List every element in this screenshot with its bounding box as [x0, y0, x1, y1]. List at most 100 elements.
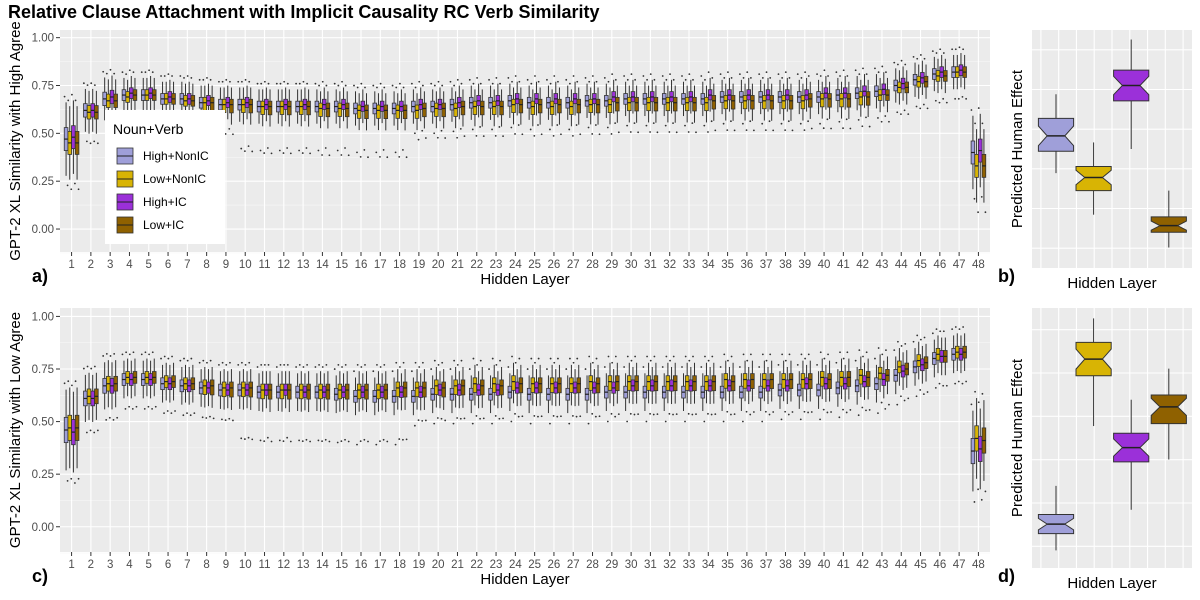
outlier-point — [642, 366, 645, 368]
x-tick-label: 23 — [490, 259, 503, 271]
outlier-point — [225, 363, 228, 366]
outlier-point — [958, 328, 961, 331]
outlier-point — [337, 363, 340, 366]
x-tick-label: 48 — [972, 259, 985, 271]
outlier-point — [684, 78, 687, 81]
outlier-point — [386, 156, 389, 159]
outlier-point — [984, 211, 987, 214]
outlier-point — [237, 80, 240, 83]
outlier-point — [256, 82, 259, 85]
box-low-nonic — [318, 383, 323, 400]
outlier-point — [893, 349, 896, 352]
outlier-point — [459, 127, 462, 130]
box-low-nonic — [241, 98, 246, 113]
outlier-point — [341, 80, 343, 83]
x-tick-label: 16 — [355, 559, 368, 571]
x-tick-label: 24 — [509, 259, 522, 271]
outlier-point — [819, 122, 821, 125]
outlier-point — [266, 436, 269, 439]
outlier-point — [167, 73, 170, 75]
outlier-point — [877, 117, 879, 119]
outlier-point — [816, 363, 818, 366]
outlier-point — [546, 78, 548, 81]
box-low-nonic — [299, 100, 304, 115]
outlier-point — [89, 429, 92, 432]
x-tick-label: 16 — [355, 259, 368, 271]
box-low-nonic — [260, 383, 265, 400]
outlier-point — [742, 353, 745, 356]
outlier-point — [140, 353, 143, 356]
outlier-point — [611, 361, 614, 364]
outlier-point — [317, 149, 320, 152]
outlier-point — [70, 477, 73, 480]
box-low-nonic — [704, 96, 709, 112]
box-low-nonic — [723, 373, 728, 389]
x-tick-label: 9 — [223, 259, 229, 271]
outlier-point — [63, 382, 66, 385]
x-tick-label: 25 — [528, 559, 541, 571]
outlier-point — [391, 370, 394, 373]
outlier-point — [430, 82, 433, 85]
outlier-point — [221, 80, 224, 83]
outlier-point — [499, 82, 501, 85]
outlier-point — [286, 363, 289, 366]
outlier-point — [511, 355, 513, 358]
outlier-point — [424, 419, 427, 422]
x-tick-label: 5 — [146, 559, 152, 571]
outlier-point — [240, 437, 243, 440]
x-tick-label: 12 — [277, 259, 290, 271]
box-low-nonic — [530, 100, 536, 115]
outlier-point — [862, 355, 864, 358]
outlier-point — [665, 355, 668, 358]
outlier-point — [243, 150, 246, 153]
outlier-point — [417, 419, 420, 422]
outlier-point — [482, 417, 485, 420]
outlier-point — [514, 361, 517, 364]
outlier-point — [511, 80, 513, 83]
outlier-point — [780, 122, 783, 125]
outlier-point — [113, 72, 116, 75]
x-tick-label: 37 — [760, 559, 773, 571]
panel-label: b) — [998, 266, 1015, 286]
outlier-point — [572, 134, 574, 137]
outlier-point — [645, 124, 648, 127]
outlier-point — [336, 149, 339, 152]
outlier-point — [904, 342, 907, 345]
outlier-point — [190, 357, 193, 360]
outlier-point — [171, 75, 173, 77]
outlier-point — [456, 417, 459, 419]
outlier-point — [132, 351, 135, 354]
outlier-point — [791, 411, 794, 413]
outlier-point — [286, 436, 289, 439]
x-tick-label: 44 — [895, 559, 908, 571]
box-low-ic — [344, 383, 350, 400]
outlier-point — [183, 77, 185, 79]
x-tick-label: 36 — [740, 559, 753, 571]
outlier-point — [440, 129, 443, 132]
outlier-point — [476, 363, 478, 366]
outlier-point — [675, 131, 678, 134]
outlier-point — [623, 366, 626, 368]
outlier-point — [800, 77, 803, 79]
outlier-point — [102, 355, 105, 357]
outlier-point — [248, 80, 251, 83]
box-low-nonic — [491, 377, 497, 393]
box-low-ic — [480, 379, 485, 396]
outlier-point — [919, 107, 922, 110]
outlier-point — [376, 86, 378, 89]
x-tick-label: 38 — [779, 559, 792, 571]
box-low-nonic — [395, 381, 400, 398]
outlier-point — [614, 415, 617, 418]
outlier-point — [475, 134, 478, 137]
outlier-point — [865, 116, 867, 119]
outlier-point — [961, 382, 964, 385]
outlier-point — [796, 363, 799, 366]
outlier-point — [202, 359, 205, 362]
outlier-point — [961, 96, 964, 98]
outlier-point — [267, 82, 270, 85]
outlier-point — [502, 135, 504, 138]
outlier-point — [630, 359, 633, 362]
outlier-point — [707, 359, 710, 362]
outlier-point — [375, 151, 378, 154]
outlier-point — [347, 154, 350, 157]
